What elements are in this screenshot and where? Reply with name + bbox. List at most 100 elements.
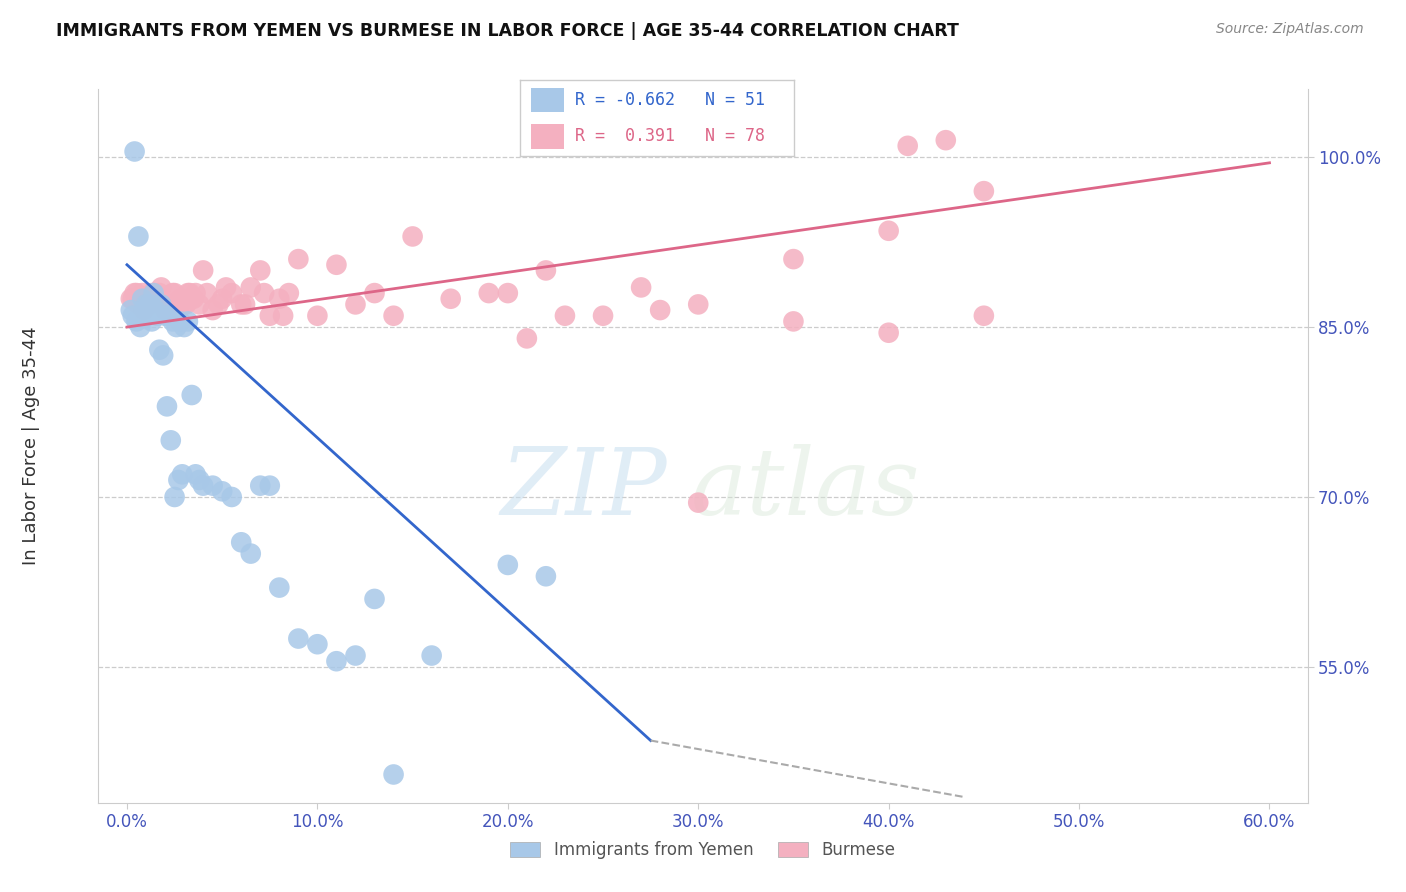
Point [129, 297, 152, 311]
Point [162, 286, 184, 301]
Point [211, 292, 233, 306]
Point [121, 309, 143, 323]
Point [169, 314, 191, 328]
Text: Source: ZipAtlas.com: Source: ZipAtlas.com [1216, 22, 1364, 37]
Point [129, 320, 152, 334]
Point [287, 252, 309, 266]
Point [534, 263, 557, 277]
Point [239, 547, 262, 561]
Point [141, 286, 163, 301]
Point [188, 297, 211, 311]
Point [156, 303, 179, 318]
Legend: Immigrants from Yemen, Burmese: Immigrants from Yemen, Burmese [503, 835, 903, 866]
Point [124, 145, 146, 159]
Point [363, 591, 385, 606]
Point [239, 280, 262, 294]
Point [152, 297, 174, 311]
Point [496, 286, 519, 301]
Point [420, 648, 443, 663]
Point [307, 637, 329, 651]
Point [148, 343, 170, 357]
Point [231, 535, 253, 549]
Point [150, 280, 173, 294]
Point [166, 320, 188, 334]
Point [135, 297, 157, 311]
Point [139, 297, 162, 311]
Point [157, 297, 180, 311]
Point [131, 286, 153, 301]
Point [188, 473, 211, 487]
Point [877, 224, 900, 238]
Point [325, 258, 347, 272]
Point [135, 292, 157, 306]
Point [145, 303, 167, 318]
Point [782, 314, 804, 328]
Point [169, 292, 191, 306]
Point [516, 331, 538, 345]
Point [344, 648, 367, 663]
Point [191, 478, 214, 492]
Point [120, 292, 142, 306]
Point [142, 286, 165, 301]
Point [688, 297, 710, 311]
Point [174, 297, 197, 311]
Point [534, 569, 557, 583]
Point [287, 632, 309, 646]
Point [935, 133, 957, 147]
Point [150, 297, 173, 311]
Point [156, 400, 179, 414]
Point [162, 314, 184, 328]
Point [166, 303, 188, 318]
Point [152, 348, 174, 362]
Point [153, 303, 176, 318]
Text: R = -0.662   N = 51: R = -0.662 N = 51 [575, 91, 765, 109]
Point [180, 292, 202, 306]
Point [201, 478, 224, 492]
Point [325, 654, 347, 668]
Point [877, 326, 900, 340]
Text: In Labor Force | Age 35-44: In Labor Force | Age 35-44 [22, 326, 39, 566]
Point [134, 303, 156, 318]
Point [157, 309, 180, 323]
Point [124, 286, 146, 301]
Point [134, 303, 156, 318]
Point [231, 297, 253, 311]
Point [184, 286, 207, 301]
Point [148, 286, 170, 301]
Text: IMMIGRANTS FROM YEMEN VS BURMESE IN LABOR FORCE | AGE 35-44 CORRELATION CHART: IMMIGRANTS FROM YEMEN VS BURMESE IN LABO… [56, 22, 959, 40]
Point [973, 184, 995, 198]
Bar [531, 87, 564, 112]
Point [688, 495, 710, 509]
Point [253, 286, 276, 301]
Point [554, 309, 576, 323]
Point [142, 286, 165, 301]
Point [172, 467, 194, 482]
Point [973, 309, 995, 323]
Point [183, 292, 205, 306]
Point [401, 229, 423, 244]
Point [782, 252, 804, 266]
Point [207, 297, 229, 311]
Point [307, 309, 329, 323]
Bar [531, 124, 564, 148]
Point [897, 138, 920, 153]
Point [163, 286, 186, 301]
Point [179, 286, 201, 301]
Point [173, 320, 195, 334]
Point [630, 280, 652, 294]
Point [127, 297, 149, 311]
Point [221, 286, 243, 301]
Point [382, 767, 405, 781]
Point [146, 309, 169, 323]
Point [131, 292, 153, 306]
Point [259, 478, 281, 492]
Point [363, 286, 385, 301]
Point [344, 297, 367, 311]
Text: atlas: atlas [690, 444, 921, 533]
Point [195, 286, 218, 301]
Point [215, 280, 238, 294]
Point [191, 263, 214, 277]
Point [167, 473, 190, 487]
Point [159, 434, 181, 448]
Point [120, 303, 142, 318]
